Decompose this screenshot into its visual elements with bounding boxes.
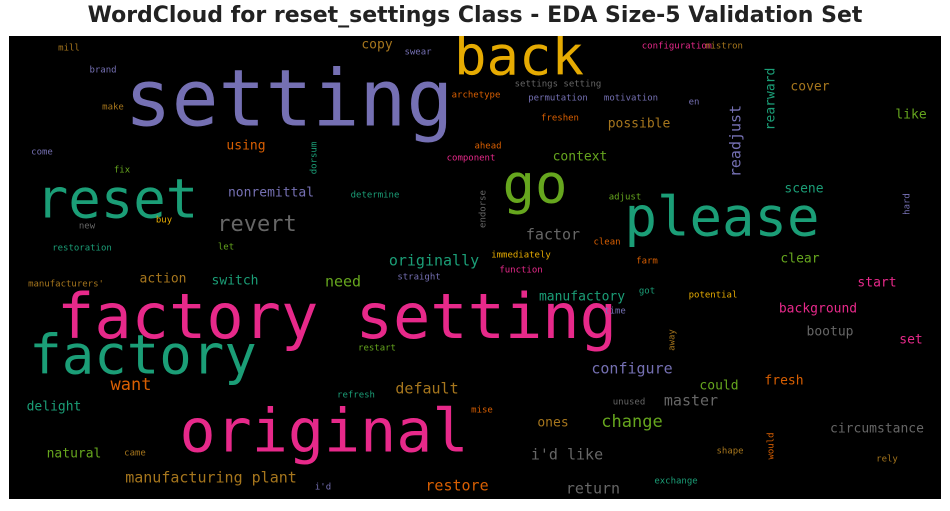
word-61: dorsum bbox=[310, 142, 320, 175]
word-54: en bbox=[689, 98, 700, 108]
word-48: configuration bbox=[642, 42, 712, 52]
word-77: potential bbox=[689, 291, 738, 301]
word-57: ahead bbox=[474, 142, 501, 152]
word-83: mise bbox=[471, 406, 493, 416]
word-79: away bbox=[668, 329, 678, 351]
chart-title: WordCloud for reset_settings Class - EDA… bbox=[87, 3, 863, 28]
word-81: refresh bbox=[337, 391, 375, 401]
word-43: circumstance bbox=[830, 422, 924, 437]
word-86: would bbox=[767, 432, 777, 459]
word-46: brand bbox=[89, 66, 116, 76]
word-0: setting bbox=[125, 54, 454, 144]
word-71: immediately bbox=[491, 251, 551, 261]
word-18: need bbox=[325, 273, 361, 291]
word-49: nistron bbox=[705, 42, 743, 52]
word-56: freshen bbox=[541, 114, 579, 124]
word-21: master bbox=[664, 392, 718, 410]
word-72: farm bbox=[636, 257, 658, 267]
word-55: make bbox=[102, 103, 124, 113]
word-60: fix bbox=[114, 166, 131, 176]
word-19: default bbox=[395, 380, 458, 398]
word-28: like bbox=[895, 108, 926, 123]
word-32: scene bbox=[784, 182, 823, 197]
word-34: action bbox=[140, 272, 187, 287]
word-38: set bbox=[899, 333, 922, 348]
word-68: clean bbox=[593, 238, 620, 248]
word-67: endorse bbox=[479, 190, 489, 228]
word-39: could bbox=[699, 379, 738, 394]
word-40: fresh bbox=[764, 374, 803, 389]
word-11: readjust bbox=[727, 105, 745, 177]
word-5: please bbox=[624, 186, 819, 249]
word-2: back bbox=[454, 36, 584, 88]
word-47: swear bbox=[404, 48, 432, 58]
word-80: restart bbox=[358, 344, 396, 354]
word-26: copy bbox=[361, 38, 392, 53]
word-4: original bbox=[180, 397, 469, 467]
word-30: context bbox=[553, 150, 608, 165]
word-78: time bbox=[604, 307, 626, 317]
word-23: start bbox=[857, 276, 896, 291]
word-7: factory bbox=[29, 324, 257, 387]
word-62: determine bbox=[351, 191, 400, 201]
word-66: buy bbox=[156, 216, 173, 226]
word-31: using bbox=[226, 139, 265, 154]
word-64: hard bbox=[903, 193, 913, 215]
word-29: rearward bbox=[764, 68, 779, 131]
word-17: return bbox=[566, 480, 620, 498]
word-87: rely bbox=[876, 455, 898, 465]
word-1: factory setting bbox=[57, 280, 617, 353]
word-85: shape bbox=[716, 447, 743, 457]
word-20: configure bbox=[591, 360, 672, 378]
word-3: reset bbox=[36, 168, 199, 231]
word-45: mill bbox=[58, 44, 80, 54]
wordcloud-canvas: setting factory setting back reset original p… bbox=[9, 36, 941, 499]
word-65: new bbox=[79, 222, 96, 232]
word-70: let bbox=[218, 243, 234, 253]
word-76: got bbox=[639, 287, 655, 297]
word-53: motivation bbox=[604, 94, 658, 104]
word-16: manufacturing plant bbox=[125, 469, 297, 487]
word-25: nonremittal bbox=[228, 186, 314, 201]
word-88: exchange bbox=[654, 477, 697, 487]
word-74: manufacturers' bbox=[28, 280, 104, 290]
word-6: go bbox=[502, 153, 567, 216]
word-89: i'd bbox=[315, 483, 331, 493]
word-51: archetype bbox=[452, 91, 501, 101]
word-44: natural bbox=[47, 447, 102, 462]
word-73: function bbox=[499, 266, 542, 276]
word-42: ones bbox=[537, 416, 568, 431]
word-22: possible bbox=[608, 117, 671, 132]
word-84: came bbox=[124, 449, 146, 459]
word-41: delight bbox=[27, 400, 82, 415]
word-12: factor bbox=[526, 226, 580, 244]
word-59: come bbox=[31, 148, 53, 158]
word-69: restoration bbox=[52, 244, 112, 254]
word-35: manufactory bbox=[539, 290, 625, 305]
word-10: change bbox=[601, 412, 662, 432]
word-82: unused bbox=[613, 398, 646, 408]
wordcloud-background bbox=[9, 36, 941, 499]
word-63: adjust bbox=[609, 193, 642, 203]
wordcloud-words: setting factory setting back reset original p… bbox=[27, 36, 927, 498]
word-37: bootup bbox=[807, 325, 854, 340]
word-8: revert bbox=[217, 212, 296, 237]
word-52: permutation bbox=[528, 94, 588, 104]
word-33: clear bbox=[780, 252, 819, 267]
word-9: want bbox=[111, 375, 152, 395]
word-58: component bbox=[447, 154, 496, 164]
word-36: background bbox=[779, 302, 857, 317]
word-24: switch bbox=[212, 274, 259, 289]
word-27: cover bbox=[790, 80, 829, 95]
word-13: originally bbox=[389, 252, 479, 270]
word-75: straight bbox=[397, 273, 440, 283]
word-50: settings setting bbox=[515, 80, 602, 90]
word-15: i'd like bbox=[531, 446, 603, 464]
word-14: restore bbox=[425, 477, 488, 495]
